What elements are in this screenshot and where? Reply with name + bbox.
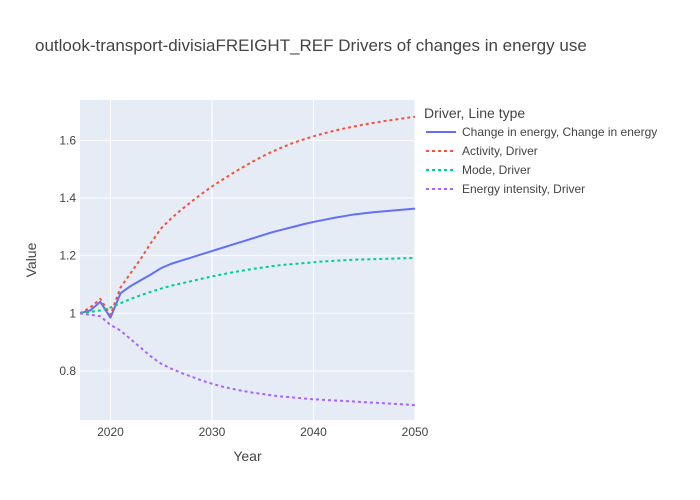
x-tick-label: 2040: [300, 425, 327, 439]
legend-label: Mode, Driver: [462, 163, 531, 177]
plot-area: [80, 100, 415, 420]
legend-item-mode-driver[interactable]: Mode, Driver: [426, 163, 531, 177]
y-tick-label: 1.2: [59, 249, 76, 263]
x-axis-title: Year: [233, 448, 262, 464]
x-tick-label: 2050: [402, 425, 429, 439]
x-axis-ticks: 2020 2030 2040 2050: [97, 425, 429, 439]
legend-label: Activity, Driver: [462, 144, 538, 158]
y-axis-title: Value: [23, 242, 39, 277]
legend-label: Change in energy, Change in energy: [462, 125, 657, 139]
legend-label: Energy intensity, Driver: [462, 182, 585, 196]
series-line-change-in-energy-change-in-energy: [80, 207, 415, 319]
legend-item-energy-intensity-driver[interactable]: Energy intensity, Driver: [426, 182, 585, 196]
legend[interactable]: Driver, Line type Change in energy, Chan…: [424, 105, 657, 196]
legend-items[interactable]: Change in energy, Change in energy Activi…: [426, 125, 657, 196]
chart-title: outlook-transport-divisiaFREIGHT_REF Dri…: [35, 36, 587, 55]
grid-lines: [80, 100, 416, 420]
x-tick-label: 2020: [97, 425, 124, 439]
series-line-activity-driver: [80, 115, 415, 316]
legend-title: Driver, Line type: [424, 105, 525, 121]
legend-item-activity-driver[interactable]: Activity, Driver: [426, 144, 538, 158]
y-tick-label: 1: [69, 306, 76, 320]
y-axis-ticks: 0.8 1 1.2 1.4 1.6: [59, 133, 76, 378]
series-line-energy-intensity-driver: [80, 312, 415, 407]
legend-item-change-in-energy-change-in-energy[interactable]: Change in energy, Change in energy: [426, 125, 657, 139]
series-lines: [80, 115, 415, 407]
y-tick-label: 0.8: [59, 364, 76, 378]
x-tick-label: 2030: [199, 425, 226, 439]
y-tick-label: 1.4: [59, 191, 76, 205]
y-tick-label: 1.6: [59, 133, 76, 147]
